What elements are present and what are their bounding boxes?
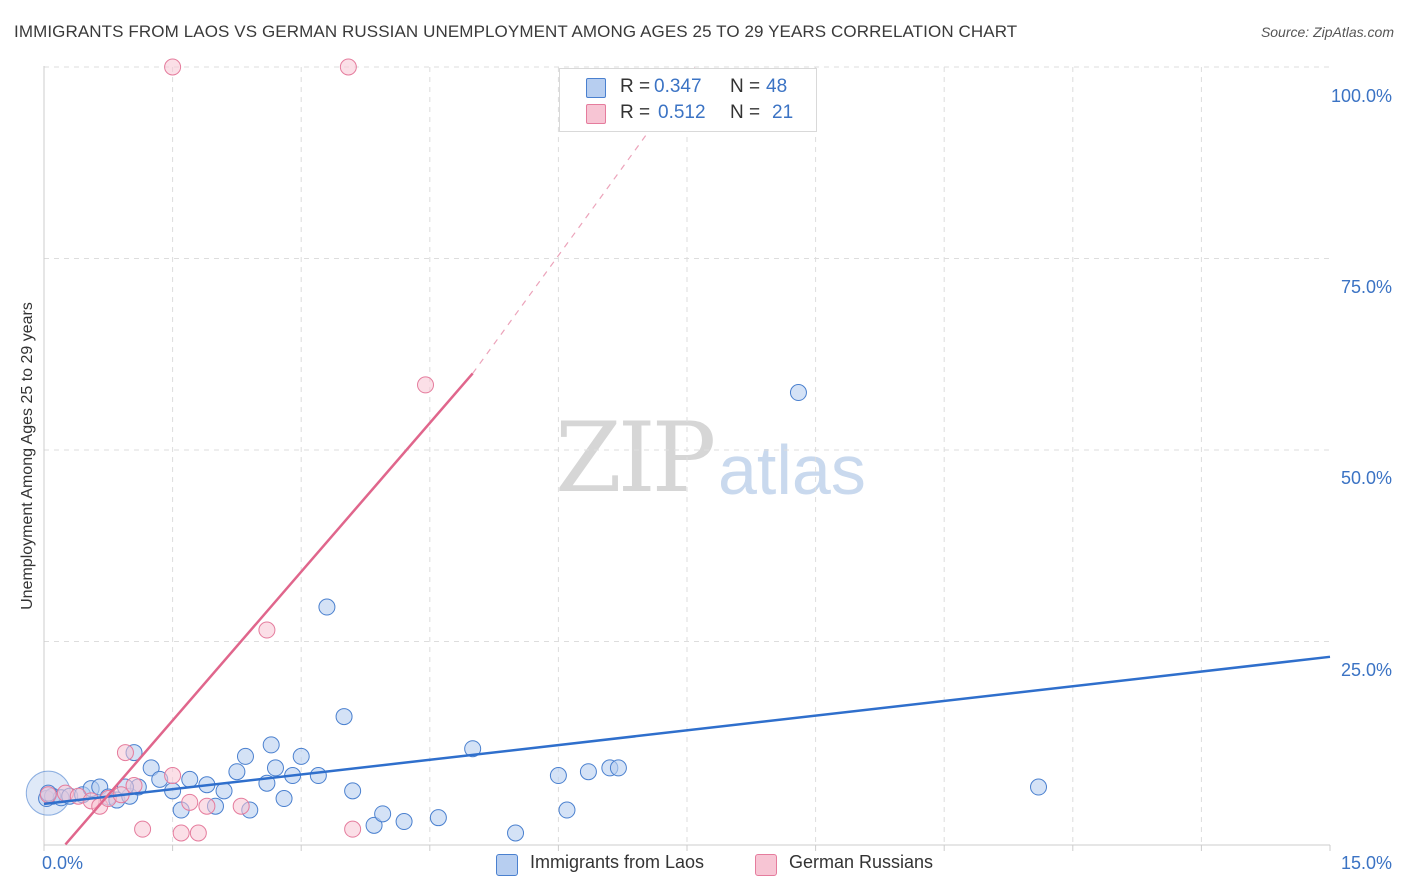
watermark-zip: ZIP — [555, 402, 716, 514]
data-point — [464, 740, 482, 758]
series-german-russians — [39, 58, 435, 842]
correlation-legend: R = 0.347 N = 48 R = 0.512 N = 21 — [559, 68, 817, 132]
source-label: Source: ZipAtlas.com — [1260, 24, 1394, 40]
legend-n-label: N = — [730, 102, 761, 123]
data-point — [134, 820, 152, 838]
legend-r-value: 0.512 — [658, 102, 706, 123]
data-point — [258, 621, 276, 639]
data-point — [164, 58, 182, 76]
legend-label-laos: Immigrants from Laos — [530, 852, 705, 872]
legend-n-label: N = — [730, 76, 761, 97]
trend-line-german-russians — [64, 372, 474, 846]
data-point — [292, 747, 310, 765]
data-point — [232, 797, 250, 815]
data-point — [365, 816, 383, 834]
data-point — [172, 824, 190, 842]
data-point — [579, 763, 597, 781]
grid-lines — [44, 66, 1330, 845]
trend-line-laos — [43, 655, 1331, 806]
data-point — [417, 376, 435, 394]
data-point — [189, 824, 207, 842]
chart-title: IMMIGRANTS FROM LAOS VS GERMAN RUSSIAN U… — [14, 22, 1018, 41]
data-point — [609, 759, 627, 777]
data-point — [344, 782, 362, 800]
data-point — [558, 801, 576, 819]
data-point — [142, 759, 160, 777]
data-point — [1030, 778, 1048, 796]
data-point — [318, 598, 336, 616]
legend-r-label: R = — [620, 102, 651, 123]
data-point — [344, 820, 362, 838]
data-point — [236, 747, 254, 765]
data-point — [335, 708, 353, 726]
y-tick-label-25: 25.0% — [1340, 660, 1392, 680]
data-point — [215, 782, 233, 800]
y-tick-label-50: 50.0% — [1340, 468, 1392, 488]
data-point — [262, 736, 280, 754]
data-point — [275, 790, 293, 808]
axes — [43, 66, 1331, 851]
legend-r-label: R = — [620, 76, 651, 97]
data-point — [339, 58, 357, 76]
data-point — [374, 805, 392, 823]
data-point — [309, 767, 327, 785]
data-point — [181, 793, 199, 811]
data-point — [125, 777, 143, 795]
data-point — [395, 813, 413, 831]
legend-label-german-russians: German Russians — [789, 852, 934, 872]
legend-n-value: 48 — [766, 76, 788, 97]
data-point — [164, 767, 182, 785]
data-point — [507, 824, 525, 842]
legend-swatch-blue — [496, 854, 518, 876]
data-point — [116, 744, 134, 762]
data-point — [39, 786, 57, 804]
data-point — [549, 767, 567, 785]
legend-r-value: 0.347 — [654, 76, 702, 97]
legend-swatch-blue — [586, 78, 606, 98]
x-tick-label-max: 15.0% — [1340, 853, 1392, 873]
legend-swatch-pink — [586, 104, 606, 124]
y-tick-label-100: 100.0% — [1330, 86, 1392, 106]
data-point — [181, 770, 199, 788]
data-point — [789, 384, 807, 402]
data-point — [266, 759, 284, 777]
watermark-atlas: atlas — [718, 431, 866, 509]
data-point — [228, 763, 246, 781]
legend-n-value: 21 — [772, 102, 794, 123]
y-tick-label-75: 75.0% — [1340, 277, 1392, 297]
legend-swatch-pink — [755, 854, 777, 876]
data-point — [429, 809, 447, 827]
x-tick-label-min: 0.0% — [42, 853, 84, 873]
data-point — [198, 797, 216, 815]
